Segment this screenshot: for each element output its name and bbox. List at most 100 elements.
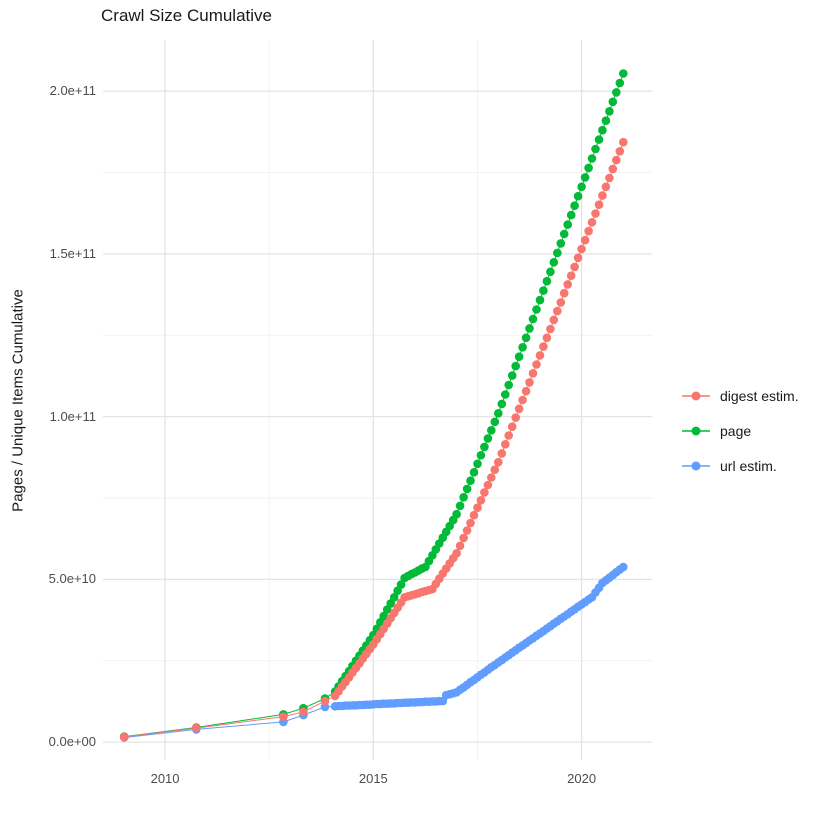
data-point [511,413,520,422]
x-tick-label: 2010 [150,771,180,786]
data-point [587,154,597,163]
data-point [584,226,593,236]
data-point [615,147,625,156]
data-point [497,399,507,409]
x-tick-label: 2015 [358,771,388,786]
data-point [553,248,562,258]
data-point [494,409,503,418]
data-point [570,262,579,272]
data-point [192,723,201,733]
data-point [279,712,288,721]
data-point [452,509,461,519]
legend-key-icon [682,461,710,470]
data-point [379,611,389,621]
data-point [573,253,583,263]
legend-entry: url estim. [681,448,799,483]
data-point [580,173,590,182]
data-point [584,163,593,173]
data-point [549,315,559,325]
data-point [539,286,548,295]
legend-key-icon [682,426,710,435]
data-point [532,305,541,314]
data-point [532,360,541,369]
data-point [542,276,552,286]
y-tick-label: 2.0e+11 [49,83,96,99]
data-point [553,306,562,316]
y-tick-label: 0.0e+00 [48,734,96,750]
data-point [521,386,531,396]
data-point [542,333,552,343]
data-point [452,549,461,558]
data-point [619,69,628,78]
y-tick-label: 1.0e+11 [49,408,96,424]
data-point [462,526,472,535]
legend-label: digest estim. [720,387,799,404]
data-point [501,440,510,449]
legend: digest estim. page url estim. [681,378,799,483]
data-point [469,510,479,520]
data-point [594,200,604,209]
data-point [570,201,579,210]
data-point [504,380,513,390]
legend-entry: digest estim. [681,378,799,413]
data-point [480,442,489,452]
data-point [455,541,465,551]
data-point [608,164,618,174]
data-point [299,707,308,717]
legend-label: page [720,422,752,439]
data-point [563,220,572,229]
data-point [507,422,517,432]
data-point [501,390,510,399]
data-point [511,361,520,371]
data-point [514,404,524,414]
data-point [546,324,555,334]
data-point [580,235,590,245]
data-point [525,324,534,333]
data-point [473,503,482,512]
data-point [587,218,597,227]
data-point [619,137,628,147]
data-point [490,417,500,427]
data-point [518,343,527,352]
data-point [612,88,621,97]
data-point [483,434,493,443]
data-point [490,465,500,475]
data-point [525,378,534,387]
data-point [389,593,399,602]
data-point [535,351,545,360]
data-point [556,298,566,307]
data-point [320,696,330,706]
data-point [559,288,569,298]
data-point [507,371,517,380]
legend-label: url estim. [720,457,777,474]
data-point [546,267,555,277]
data-point [518,395,527,405]
data-point [487,426,496,435]
y-tick-label: 5.0e+10 [48,571,96,587]
data-point [455,501,465,511]
data-point [480,488,489,497]
chart-title: Crawl Size Cumulative [101,6,272,25]
data-point [559,229,569,239]
legend-key-icon [682,391,710,400]
data-point [462,484,472,494]
data-point [556,239,566,248]
data-point [473,459,482,469]
data-point [566,271,576,281]
data-point [521,333,531,343]
data-point [459,533,468,543]
data-point [466,476,475,486]
data-point [573,191,583,201]
x-tick-label: 2020 [567,771,597,786]
data-point [497,449,507,458]
y-tick-label: 1.5e+11 [49,245,96,261]
data-point [605,173,614,183]
data-point [483,480,493,490]
data-point [594,135,604,144]
data-point [608,97,618,107]
data-point [528,314,538,324]
data-point [535,295,545,305]
data-point [528,369,538,378]
